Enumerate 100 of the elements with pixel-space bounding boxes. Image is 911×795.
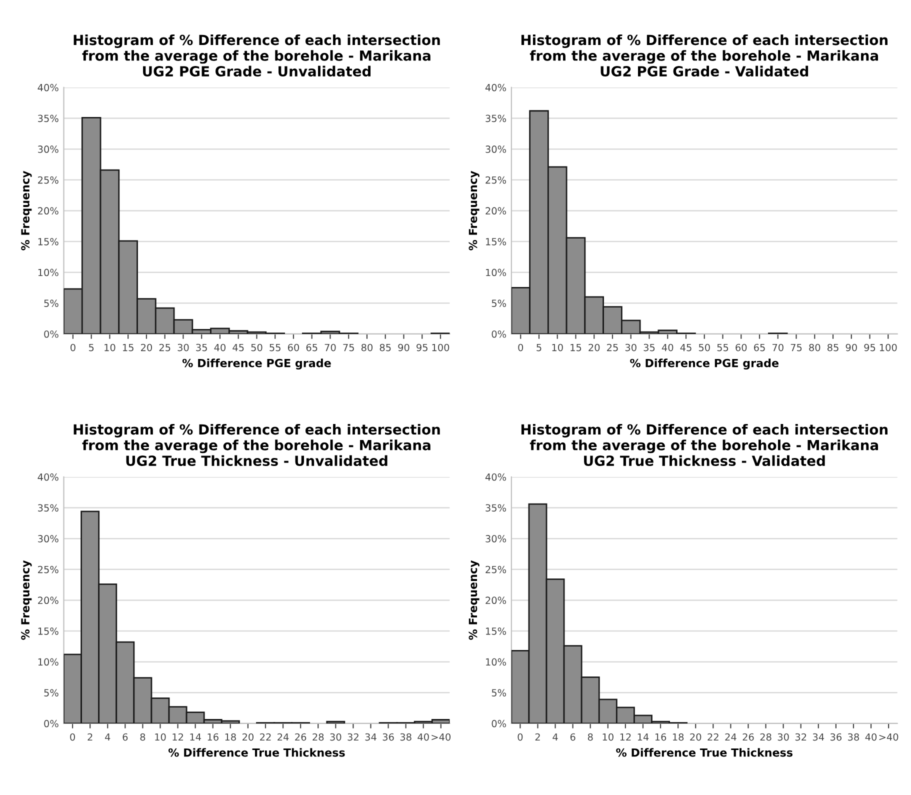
- y-tick-label: 30%: [38, 535, 58, 542]
- y-tick-label: 30%: [486, 146, 506, 153]
- x-tick-label: 30: [625, 344, 636, 352]
- x-tick-label: 8: [140, 733, 146, 741]
- y-tick-label: 20%: [486, 207, 506, 215]
- x-tick-label: 45: [680, 344, 692, 352]
- x-tick-label: 8: [588, 733, 593, 741]
- x-tick-label: 4: [552, 733, 558, 741]
- x-tick-label: 30: [330, 733, 342, 741]
- x-tick-label: 24: [278, 733, 289, 741]
- y-tick-label: 15%: [486, 627, 506, 635]
- x-tick-label: 34: [812, 733, 824, 741]
- x-tick-label: 10: [155, 733, 166, 741]
- x-tick-label: 38: [848, 733, 859, 741]
- y-tick-label: 10%: [486, 268, 506, 276]
- x-tick-label: 15: [570, 344, 582, 352]
- x-tick-label: 40: [662, 344, 674, 352]
- y-tick-label: 5%: [44, 689, 58, 696]
- x-tick-label: 50: [698, 344, 710, 352]
- y-tick-label: 35%: [38, 114, 58, 122]
- x-tick-label: 25: [159, 344, 170, 352]
- x-tick-label: 28: [760, 733, 772, 741]
- x-tick-label: 15: [122, 344, 134, 352]
- x-tick-label: 2: [535, 733, 540, 741]
- y-tick-label: 25%: [38, 566, 58, 574]
- y-tick-label: 0%: [492, 330, 506, 338]
- x-tick-label: 95: [416, 344, 428, 352]
- x-tick-label: 90: [846, 344, 857, 352]
- x-tick-label: 28: [312, 733, 324, 741]
- y-tick-label: 5%: [492, 689, 506, 696]
- y-axis-title: % Frequency: [21, 170, 32, 250]
- x-tick-label: 50: [251, 344, 262, 352]
- x-tick-label: 75: [343, 344, 354, 352]
- x-tick-label: 24: [725, 733, 736, 741]
- y-tick-label: 35%: [486, 114, 506, 122]
- x-tick-label: >40: [432, 733, 451, 741]
- y-tick-label: 15%: [38, 627, 58, 635]
- x-tick-label: 6: [122, 733, 128, 741]
- y-tick-label: 20%: [486, 596, 506, 604]
- x-tick-label: 100: [432, 344, 450, 352]
- x-tick-label: 85: [380, 344, 391, 352]
- y-tick-label: 25%: [486, 176, 506, 184]
- y-tick-label: 5%: [44, 300, 58, 307]
- x-tick-label: 40: [214, 344, 226, 352]
- x-tick-label: 80: [361, 344, 373, 352]
- x-tick-label: 40: [418, 733, 429, 741]
- chart-title: Histogram of % Difference of each intersection from the average of the borehole - Marikana UG2 PGE Grade - Validated: [521, 34, 888, 77]
- y-tick-label: 40%: [38, 84, 58, 92]
- x-tick-label: 16: [208, 733, 218, 741]
- x-tick-label: 12: [620, 733, 631, 741]
- x-tick-label: 5: [88, 344, 94, 352]
- x-tick-label: 25: [607, 344, 618, 352]
- y-tick-label: 20%: [38, 207, 58, 215]
- x-tick-label: 35: [196, 344, 207, 352]
- x-axis-title: % Difference True Thickness: [616, 748, 792, 757]
- x-tick-label: 0: [518, 344, 524, 352]
- x-tick-label: 14: [190, 733, 201, 741]
- x-tick-label: 16: [655, 733, 666, 741]
- x-axis-title: % Difference PGE grade: [182, 358, 331, 370]
- x-tick-label: 32: [348, 733, 358, 741]
- x-tick-label: 90: [398, 344, 410, 352]
- x-axis-title: % Difference True Thickness: [168, 748, 345, 757]
- x-tick-label: 30: [178, 344, 189, 352]
- y-tick-label: 15%: [486, 238, 506, 246]
- y-tick-label: 40%: [38, 473, 58, 481]
- x-tick-label: >40: [879, 733, 898, 741]
- x-tick-label: 32: [795, 733, 806, 741]
- y-tick-label: 30%: [486, 535, 506, 542]
- x-tick-label: 34: [365, 733, 376, 741]
- x-tick-label: 14: [638, 733, 649, 741]
- y-tick-label: 40%: [485, 473, 506, 481]
- y-tick-label: 0%: [44, 330, 58, 338]
- chart-title: Histogram of % Difference of each intersection from the average of the borehole - Marikana UG2 PGE Grade - Unvalidated: [74, 34, 440, 77]
- x-tick-label: 70: [772, 344, 784, 352]
- x-tick-label: 30: [778, 733, 789, 741]
- y-tick-label: 20%: [38, 596, 58, 604]
- x-tick-label: 95: [864, 344, 876, 352]
- y-tick-label: 10%: [38, 268, 58, 276]
- y-tick-label: 0%: [492, 720, 506, 728]
- x-tick-label: 65: [306, 344, 318, 352]
- y-tick-label: 15%: [38, 238, 58, 246]
- x-tick-label: 36: [382, 733, 394, 741]
- x-tick-label: 65: [754, 344, 765, 352]
- x-tick-label: 45: [232, 344, 244, 352]
- x-tick-label: 0: [70, 733, 75, 741]
- x-tick-label: 40: [865, 733, 877, 741]
- y-axis-title: % Frequency: [468, 560, 480, 640]
- y-tick-label: 0%: [44, 720, 58, 728]
- x-tick-label: 35: [644, 344, 655, 352]
- y-tick-label: 5%: [492, 300, 506, 307]
- x-tick-label: 20: [690, 733, 702, 741]
- chart-title: Histogram of % Difference of each intersection from the average of the borehole - Marikana UG2 True Thickness - Unvalidated: [74, 424, 440, 466]
- x-tick-label: 75: [790, 344, 802, 352]
- chart-title: Histogram of % Difference of each intersection from the average of the borehole - Marikana UG2 True Thickness - Validated: [521, 424, 888, 466]
- x-tick-label: 10: [552, 344, 563, 352]
- x-tick-label: 18: [672, 733, 684, 741]
- y-tick-label: 10%: [38, 658, 58, 666]
- x-tick-label: 6: [570, 733, 576, 741]
- x-tick-label: 85: [827, 344, 838, 352]
- x-tick-label: 60: [736, 344, 747, 352]
